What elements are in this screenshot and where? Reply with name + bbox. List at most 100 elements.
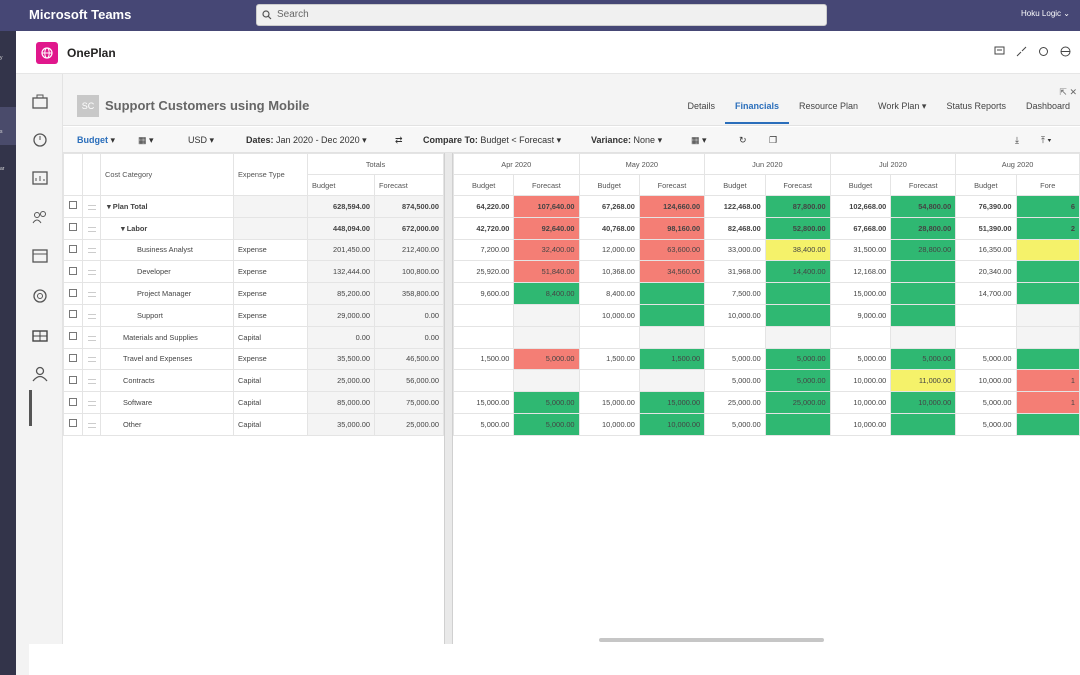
month-budget-cell[interactable]: 1,500.00 — [452, 347, 515, 371]
month-forecast-cell[interactable]: 92,640.00 — [513, 216, 580, 240]
month-forecast-cell[interactable]: 25,000.00 — [764, 391, 831, 414]
compare-icon[interactable]: ⇄ — [395, 135, 403, 145]
search-input[interactable]: Search — [256, 4, 827, 26]
month-budget-cell[interactable]: 31,968.00 — [704, 260, 766, 284]
month-forecast-cell[interactable]: 34,560.00 — [638, 260, 706, 284]
chat-icon[interactable] — [993, 45, 1006, 58]
people-icon[interactable] — [30, 207, 50, 227]
drag-handle-icon[interactable] — [87, 357, 96, 363]
row-select-cell[interactable] — [63, 347, 83, 371]
month-budget-cell[interactable] — [955, 303, 1017, 327]
dates-dropdown[interactable]: Dates: Jan 2020 - Dec 2020 ▾ — [246, 135, 367, 145]
row-handle-cell[interactable] — [82, 260, 101, 284]
month-forecast-cell[interactable]: 1 — [1015, 369, 1080, 393]
calendar-icon[interactable] — [30, 246, 50, 266]
month-budget-cell[interactable]: 16,350.00 — [955, 238, 1017, 262]
month-forecast-cell[interactable]: 52,800.00 — [764, 216, 831, 240]
table-row[interactable]: 15,000.00 5,000.00 15,000.00 15,000.00 25,00… — [452, 391, 1080, 414]
month-budget-cell[interactable]: 12,168.00 — [829, 260, 892, 284]
month-budget-cell[interactable]: 67,268.00 — [578, 195, 640, 218]
drag-handle-icon[interactable] — [87, 335, 96, 341]
drag-handle-icon[interactable] — [87, 204, 96, 210]
tab-dashboard[interactable]: Dashboard — [1025, 101, 1070, 111]
month-budget-cell[interactable]: 7,500.00 — [704, 282, 766, 305]
expand-caret-icon[interactable]: ▾ — [121, 223, 127, 233]
drag-handle-icon[interactable] — [87, 379, 96, 385]
month-budget-cell[interactable]: 64,220.00 — [452, 195, 515, 218]
month-forecast-cell[interactable] — [1015, 325, 1080, 349]
drag-handle-icon[interactable] — [87, 270, 96, 276]
row-select-cell[interactable] — [63, 195, 83, 218]
table-row[interactable]: Contracts Capital 25,000.00 56,000.00 — [63, 369, 444, 393]
table-row[interactable]: 1,500.00 5,000.00 1,500.00 1,500.00 5,000.00… — [452, 347, 1080, 371]
month-forecast-cell[interactable] — [890, 260, 957, 284]
columns-dropdown[interactable]: ▦ ▾ — [138, 135, 154, 145]
month-budget-cell[interactable]: 20,340.00 — [955, 260, 1017, 284]
month-budget-cell[interactable]: 10,000.00 — [704, 303, 766, 327]
row-handle-cell[interactable] — [82, 347, 101, 371]
month-forecast-cell[interactable] — [513, 325, 580, 349]
currency-dropdown[interactable]: USD ▾ — [188, 135, 215, 145]
rail-item-label[interactable]: ar — [0, 166, 5, 172]
month-forecast-cell[interactable] — [638, 282, 706, 305]
org-switcher[interactable]: Hoku Logic ⌄ — [1021, 9, 1070, 18]
table-row[interactable]: 9,600.00 8,400.00 8,400.00 7,500.00 15,000.0… — [452, 282, 1080, 305]
row-checkbox[interactable] — [69, 266, 77, 275]
drag-handle-icon[interactable] — [87, 248, 96, 254]
drag-handle-icon[interactable] — [87, 292, 96, 298]
month-budget-cell[interactable]: 14,700.00 — [955, 282, 1017, 305]
row-checkbox[interactable] — [69, 332, 77, 341]
month-forecast-cell[interactable]: 10,000.00 — [890, 391, 957, 414]
drag-handle-icon[interactable] — [87, 226, 96, 232]
row-checkbox[interactable] — [69, 288, 77, 297]
month-budget-cell[interactable] — [578, 369, 640, 393]
download-icon[interactable]: ⤓ — [1015, 135, 1019, 145]
tab-details[interactable]: Details — [687, 101, 715, 111]
month-budget-cell[interactable]: 9,000.00 — [829, 303, 892, 327]
month-budget-cell[interactable]: 76,390.00 — [955, 195, 1017, 218]
month-forecast-cell[interactable]: 5,000.00 — [513, 391, 580, 414]
row-checkbox[interactable] — [69, 353, 77, 362]
upload-icon[interactable]: ⤒ ▾ — [1041, 135, 1052, 145]
row-checkbox[interactable] — [69, 375, 77, 384]
month-budget-cell[interactable]: 10,000.00 — [578, 412, 640, 436]
table-row[interactable]: Project Manager Expense 85,200.00 358,800.0… — [63, 282, 444, 305]
tab-status-reports[interactable]: Status Reports — [946, 101, 1006, 111]
row-select-cell[interactable] — [63, 238, 83, 262]
month-budget-cell[interactable]: 40,768.00 — [578, 216, 640, 240]
chart-icon[interactable] — [30, 168, 50, 188]
month-budget-cell[interactable]: 10,000.00 — [829, 391, 892, 414]
copy-icon[interactable]: ❐ — [769, 135, 778, 145]
row-select-cell[interactable] — [63, 216, 83, 240]
month-forecast-cell[interactable] — [513, 303, 580, 327]
month-budget-cell[interactable] — [452, 325, 515, 349]
month-budget-cell[interactable]: 42,720.00 — [452, 216, 515, 240]
month-forecast-cell[interactable]: 1 — [1015, 391, 1080, 414]
rail-item-label[interactable]: s — [0, 129, 3, 135]
month-forecast-cell[interactable]: 51,840.00 — [513, 260, 580, 284]
table-row[interactable]: 5,000.00 5,000.00 10,000.00 10,000.00 5,000.… — [452, 412, 1080, 436]
month-forecast-cell[interactable]: 11,000.00 — [890, 369, 957, 393]
tab-work-plan[interactable]: Work Plan ▾ — [878, 101, 927, 111]
month-budget-cell[interactable]: 10,000.00 — [955, 369, 1017, 393]
table-row[interactable]: Other Capital 35,000.00 25,000.00 — [63, 412, 444, 436]
month-budget-cell[interactable]: 15,000.00 — [452, 391, 515, 414]
month-forecast-cell[interactable]: 5,000.00 — [513, 412, 580, 436]
month-budget-cell[interactable]: 5,000.00 — [452, 412, 515, 436]
drag-handle-icon[interactable] — [87, 401, 96, 407]
table-row[interactable]: Business Analyst Expense 201,450.00 212,400… — [63, 238, 444, 262]
month-budget-cell[interactable] — [829, 325, 892, 349]
row-checkbox[interactable] — [69, 419, 77, 428]
month-budget-cell[interactable]: 33,000.00 — [704, 238, 766, 262]
table-row[interactable]: 10,000.00 10,000.00 9,000.00 — [452, 303, 1080, 327]
month-forecast-cell[interactable] — [764, 303, 831, 327]
month-forecast-cell[interactable]: 10,000.00 — [638, 412, 706, 436]
row-select-cell[interactable] — [63, 282, 83, 305]
month-forecast-cell[interactable]: 1,500.00 — [638, 347, 706, 371]
table-row[interactable]: Developer Expense 132,444.00 100,800.00 — [63, 260, 444, 284]
month-budget-cell[interactable]: 1,500.00 — [578, 347, 640, 371]
month-forecast-cell[interactable] — [1015, 282, 1080, 305]
row-handle-cell[interactable] — [82, 303, 101, 327]
month-budget-cell[interactable] — [955, 325, 1017, 349]
month-forecast-cell[interactable]: 87,800.00 — [764, 195, 831, 218]
